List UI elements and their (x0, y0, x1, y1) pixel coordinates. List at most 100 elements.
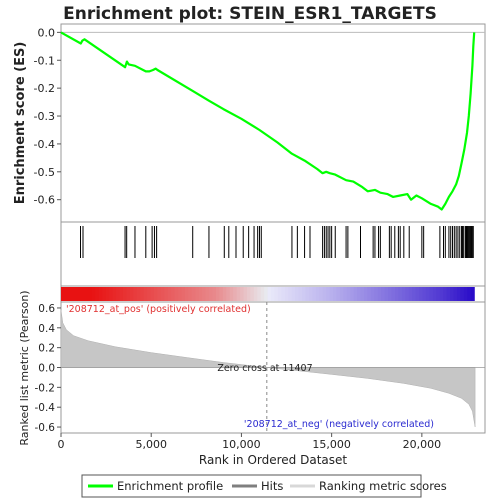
heatbar-segment (288, 287, 293, 301)
heatbar-segment (312, 287, 317, 301)
heatbar-segment (329, 287, 334, 301)
es-axis-label: Enrichment score (ES) (13, 42, 28, 205)
heatbar-segment (377, 287, 382, 301)
heatbar-segment (219, 287, 224, 301)
heatbar-segment (102, 287, 107, 301)
heatbar-segment (353, 287, 358, 301)
heatbar-segment (212, 287, 217, 301)
heatbar-segment (450, 287, 455, 301)
heatbar-segment (336, 287, 341, 301)
heatbar-segment (202, 287, 207, 301)
heatbar-segment (412, 287, 417, 301)
heatbar-segment (326, 287, 331, 301)
heatbar-segment (171, 287, 176, 301)
heatbar-segment (116, 287, 121, 301)
heatbar-segment (198, 287, 203, 301)
heatbar-segment (133, 287, 138, 301)
heatbar-segment (226, 287, 231, 301)
heatbar-segment (401, 287, 406, 301)
heatbar-segment (233, 287, 238, 301)
heatbar-segment (370, 287, 375, 301)
heatbar-segment (246, 287, 251, 301)
heatbar-segment (346, 287, 351, 301)
hits-layer (79, 226, 474, 258)
heatbar-segment (295, 287, 300, 301)
heatbar-segment (422, 287, 427, 301)
heatbar-segment (291, 287, 296, 301)
heatbar-segment (363, 287, 369, 301)
heatbar-segment (136, 287, 141, 301)
heatbar-segment (178, 287, 183, 301)
xtick-label: 5,000 (135, 438, 167, 451)
heatbar-segment (374, 287, 379, 301)
metric-layer (60, 302, 485, 433)
xtick-label: 10,000 (222, 438, 261, 451)
heatbar-segment (222, 287, 227, 301)
heatbar-segment (446, 287, 451, 301)
heatbar-segment (391, 287, 396, 301)
es-ytick-label: -0.4 (34, 138, 55, 151)
heatbar-segment (302, 287, 307, 301)
legend-label-enrichment: Enrichment profile (117, 479, 223, 493)
metric-ytick-label: 0.6 (38, 303, 55, 315)
heatbar-segment (174, 287, 179, 301)
legend-label-ranking: Ranking metric scores (319, 479, 447, 493)
heatbar-segment (205, 287, 210, 301)
heatbar-segment (78, 287, 83, 301)
heatbar-segment (71, 287, 76, 301)
positive-correlation-label: '208712_at_pos' (positively correlated) (66, 304, 251, 315)
heatbar-segment (109, 287, 114, 301)
heatbar-segment (298, 287, 303, 301)
heatbar-segment (388, 287, 393, 301)
xtick-label: 15,000 (312, 438, 351, 451)
heatbar-segment (129, 287, 134, 301)
heatbar-segment (463, 287, 468, 301)
heatbar-segment (74, 287, 79, 301)
metric-ytick-label: 0.4 (38, 323, 55, 335)
heatbar-segment (85, 287, 90, 301)
heatbar-segment (167, 287, 172, 301)
heatbar-segment (257, 287, 262, 301)
heatbar-segment (81, 287, 86, 301)
heatbar-segment (339, 287, 344, 301)
heatbar-segment (415, 287, 420, 301)
es-layer (60, 31, 485, 211)
heatbar-segment (305, 287, 310, 301)
rank-heatbar (61, 287, 475, 301)
metric-ytick-label: -0.6 (35, 422, 56, 434)
negative-correlation-label: '208712_at_neg' (negatively correlated) (244, 419, 434, 430)
heatbar-segment (315, 287, 320, 301)
metric-ytick-label: -0.2 (35, 382, 56, 394)
heatbar-segment (470, 287, 475, 301)
heatbar-segment (408, 287, 413, 301)
xtick-label: 20,000 (403, 438, 442, 451)
metric-ytick-label: 0.2 (38, 343, 55, 355)
heatbar-segment (394, 287, 400, 301)
heatbar-segment (61, 287, 66, 301)
heatbar-segment (277, 287, 282, 301)
es-ytick-label: -0.1 (34, 54, 55, 67)
heatbar-segment (456, 287, 462, 301)
heatbar-segment (453, 287, 458, 301)
heatbar-segment (429, 287, 434, 301)
heatbar-segment (112, 287, 117, 301)
heatbar-segment (98, 287, 103, 301)
es-ytick-label: -0.3 (34, 110, 55, 123)
heatbar-segment (253, 287, 258, 301)
heatbar-segment (308, 287, 313, 301)
heatbar-segment (181, 287, 186, 301)
heatbar-segment (140, 287, 145, 301)
es-ytick-label: 0.0 (38, 26, 56, 39)
axes-layer: 0.0 -0.1 -0.2 -0.3 -0.4 -0.5 -0.6 0.6 0.4 0.2 0.0 -… (34, 26, 442, 451)
chart-title: Enrichment plot: STEIN_ESR1_TARGETS (63, 4, 437, 24)
ranking-metric-area (60, 309, 476, 428)
heatbar-segment (260, 287, 265, 301)
metric-axis-label: Ranked list metric (Pearson) (18, 290, 31, 445)
legend-label-hits: Hits (261, 479, 283, 493)
heatbar-segment (64, 287, 69, 301)
heatbar-segment (284, 287, 289, 301)
heatbar-segment (398, 287, 403, 301)
heatbar-segment (191, 287, 196, 301)
heatbar-segment (243, 287, 248, 301)
